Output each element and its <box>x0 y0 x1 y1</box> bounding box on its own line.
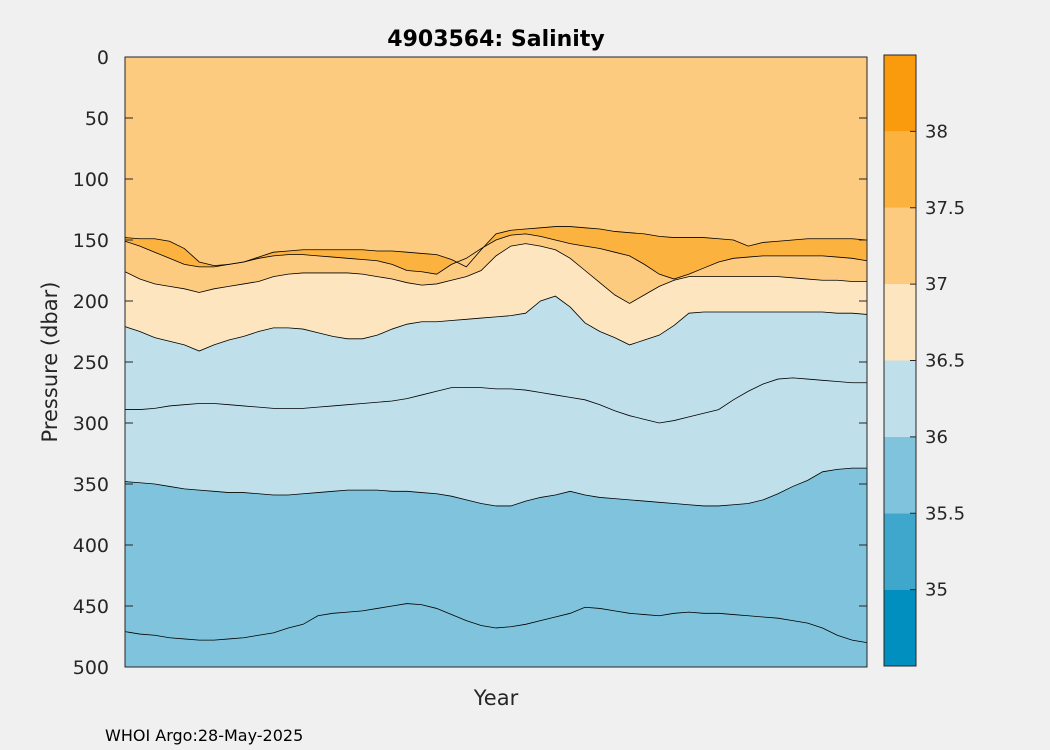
region-blue-lower <box>125 603 867 667</box>
colorbar-band <box>884 589 916 666</box>
y-tick-label: 100 <box>73 169 109 191</box>
y-axis: 0 50 100 150 200 250 300 350 400 450 500 <box>73 47 867 679</box>
colorbar-tick-label: 35.5 <box>925 503 965 524</box>
colorbar-tick-label: 36 <box>925 427 948 448</box>
region-light-cream <box>125 243 867 352</box>
y-tick-label: 150 <box>73 230 109 252</box>
colorbar-band <box>884 207 916 285</box>
y-tick-label: 450 <box>73 596 109 618</box>
colorbar-band <box>884 436 916 514</box>
credit-text: WHOI Argo:28-May-2025 <box>105 726 304 745</box>
isoline-4 <box>125 377 867 424</box>
contour-plot-area <box>124 56 868 668</box>
colorbar-band <box>884 513 916 590</box>
colorbar-band <box>884 131 916 208</box>
x-axis-label: Year <box>473 686 519 710</box>
region-thin-band <box>125 226 867 280</box>
y-tick-label: 300 <box>73 413 109 435</box>
region-blue-upper <box>125 468 867 643</box>
colorbar-tick-label: 37 <box>925 274 948 295</box>
y-tick-label: 250 <box>73 352 109 374</box>
colorbar-tick-label: 37.5 <box>925 198 965 219</box>
y-tick-label: 500 <box>73 657 109 679</box>
y-axis-label: Pressure (dbar) <box>38 282 62 443</box>
isoline-2 <box>124 243 867 304</box>
y-tick-label: 200 <box>73 291 109 313</box>
colorbar-band <box>884 55 916 132</box>
region-top <box>125 57 867 267</box>
region-light-blue-upper <box>125 296 867 423</box>
region-mid-orange <box>125 233 867 304</box>
y-tick-label: 350 <box>73 474 109 496</box>
y-tick-label: 400 <box>73 535 109 557</box>
isoline-3 <box>124 295 868 352</box>
colorbar-tick-label: 35 <box>925 580 948 601</box>
colorbar-tick-label: 38 <box>925 121 948 142</box>
colorbar-band <box>884 284 916 361</box>
y-tick-label: 50 <box>85 108 109 130</box>
colorbar: 35 35.5 36 36.5 37 37.5 38 <box>883 54 965 667</box>
colorbar-tick-label: 36.5 <box>925 351 965 372</box>
isoline-6 <box>124 603 868 643</box>
region-light-blue-lower <box>125 377 867 506</box>
isoline-5 <box>124 467 867 507</box>
chart-title: 4903564: Salinity <box>387 27 604 52</box>
isoline-1 <box>124 233 868 280</box>
y-tick-label: 0 <box>97 47 109 69</box>
colorbar-band <box>884 360 916 437</box>
